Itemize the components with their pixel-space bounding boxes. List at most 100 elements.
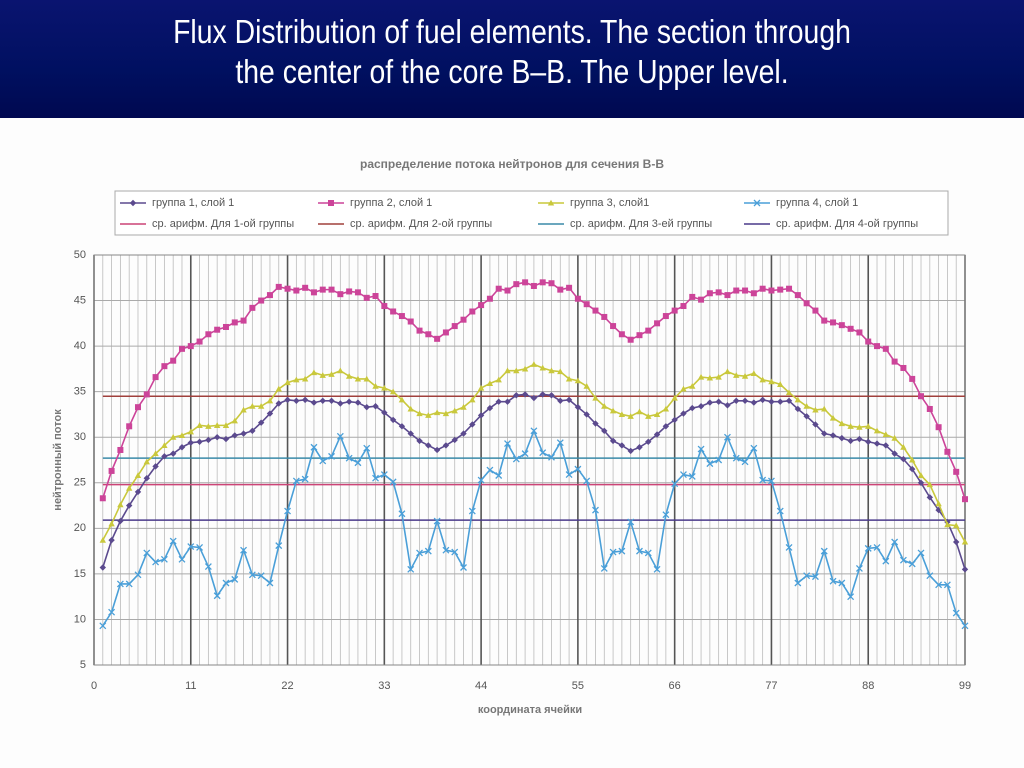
point: [882, 345, 889, 352]
point: [266, 579, 274, 587]
point: [803, 413, 810, 420]
point: [865, 438, 872, 445]
point: [117, 446, 124, 453]
point: [328, 371, 335, 377]
point: [917, 479, 925, 486]
point: [583, 301, 590, 308]
y-axis-label: нейтронный поток: [52, 409, 64, 511]
point: [257, 572, 265, 580]
point: [566, 284, 573, 291]
point: [354, 375, 362, 382]
point: [600, 564, 608, 572]
point: [811, 573, 819, 581]
point: [926, 494, 934, 501]
point: [275, 542, 283, 550]
point: [776, 507, 784, 515]
point: [495, 285, 502, 292]
point: [899, 556, 907, 564]
point: [433, 409, 441, 416]
point: [557, 368, 564, 375]
point: [680, 385, 687, 392]
point: [416, 327, 423, 334]
point: [918, 393, 925, 400]
point: [116, 580, 124, 588]
point: [301, 396, 309, 404]
point: [654, 320, 661, 327]
point: [671, 394, 678, 401]
point: [618, 411, 626, 418]
point: [830, 319, 837, 326]
point: [363, 375, 370, 382]
legend-label: ср. арифм. Для 4-ой группы: [776, 218, 918, 230]
point: [803, 572, 811, 580]
plot-frame: [93, 254, 966, 666]
x-tick-label: 22: [281, 680, 293, 692]
point: [319, 286, 326, 293]
point: [917, 472, 925, 479]
point: [354, 289, 361, 296]
point: [451, 436, 458, 444]
point: [372, 403, 379, 410]
point: [513, 367, 520, 374]
point: [345, 372, 353, 379]
point: [495, 472, 503, 479]
point: [380, 471, 388, 479]
point: [812, 307, 819, 314]
point: [689, 404, 696, 412]
point: [592, 506, 599, 514]
point: [345, 398, 353, 405]
point: [328, 286, 335, 293]
y-tick-label: 40: [74, 340, 86, 352]
point: [389, 388, 397, 395]
slide-header: Flux Distribution of fuel elements. The …: [0, 0, 1024, 118]
legend-box: [114, 190, 949, 236]
point: [636, 408, 643, 415]
point: [169, 450, 177, 457]
point: [257, 403, 265, 409]
point: [126, 423, 133, 430]
point: [275, 385, 282, 392]
point: [794, 579, 802, 587]
x-tick-label: 11: [185, 680, 196, 692]
point: [266, 410, 274, 417]
point: [231, 575, 239, 583]
point: [258, 297, 265, 304]
point: [943, 581, 951, 589]
point: [319, 372, 326, 378]
point: [407, 318, 414, 325]
point: [222, 422, 230, 428]
point: [829, 432, 837, 439]
point: [662, 405, 670, 412]
point: [266, 292, 273, 299]
point: [512, 455, 520, 463]
legend-label: группа 4, слой 1: [776, 197, 858, 209]
point: [645, 327, 652, 334]
point: [222, 323, 229, 330]
point: [477, 384, 485, 391]
point: [627, 447, 634, 455]
point: [284, 379, 291, 386]
point: [724, 402, 731, 409]
point: [953, 468, 960, 475]
point: [143, 458, 150, 465]
point: [134, 488, 142, 496]
point: [891, 434, 898, 441]
point: [442, 410, 450, 417]
point: [99, 536, 106, 543]
point: [574, 465, 582, 473]
point: [161, 442, 168, 448]
point: [495, 398, 502, 405]
point: [821, 317, 828, 324]
point: [601, 313, 608, 320]
point: [292, 477, 300, 485]
point: [99, 622, 107, 630]
legend-marker: [328, 200, 334, 206]
point: [583, 477, 591, 485]
slide-title-line: Flux Distribution of fuel elements. The …: [173, 13, 851, 50]
point: [618, 331, 625, 338]
point: [143, 475, 150, 482]
point: [240, 546, 248, 554]
point: [284, 507, 292, 515]
point: [504, 367, 511, 374]
point: [187, 343, 194, 350]
